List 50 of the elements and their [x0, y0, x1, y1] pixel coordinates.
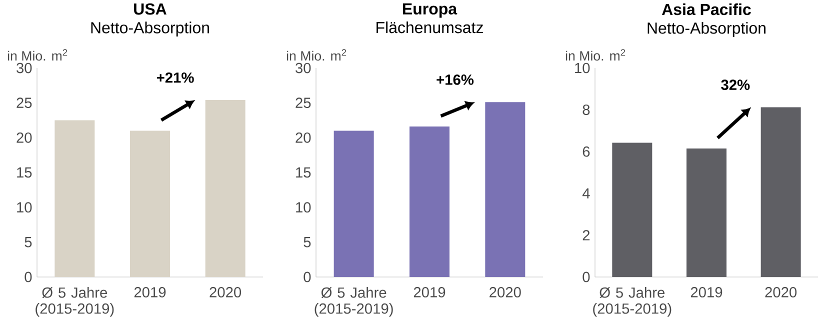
bar: [334, 130, 374, 277]
y-tick-label: 0: [304, 272, 311, 282]
annotation: +21%: [156, 72, 194, 83]
y-axis-title: in Mio. m$^{2}$: [286, 49, 346, 61]
chart-title: Asia Pacific: [662, 3, 751, 16]
y-tick-label: 20: [16, 132, 32, 143]
y-tick-label: 15: [296, 167, 311, 178]
chart-subtitle: Flächenumsatz: [376, 21, 483, 34]
bar: [205, 100, 246, 277]
bar: [760, 107, 801, 277]
y-tick-label: 0: [582, 272, 590, 282]
chart-subtitle: Netto-Absorption: [648, 22, 766, 37]
y-tick-label: 25: [296, 98, 311, 108]
y-tick-label: 8: [582, 104, 590, 115]
chart-title: USA: [134, 3, 166, 15]
chart-title: Europa: [403, 3, 458, 18]
y-tick-label: 30: [16, 62, 32, 74]
x-tick-label: 2019: [414, 287, 446, 298]
annotation: 32%: [721, 80, 750, 90]
y-tick-label: 20: [296, 132, 311, 143]
x-tick-label: 2020: [765, 287, 797, 298]
y-tick-label: 10: [17, 202, 32, 213]
y-tick-label: 4: [582, 188, 590, 198]
y-tick-label: 15: [17, 167, 32, 178]
y-tick-label: 6: [582, 146, 590, 157]
x-tick-label: Ø 5 Jahre (2015-2019): [36, 287, 114, 317]
y-tick-label: 25: [16, 98, 32, 108]
bar: [612, 142, 652, 277]
y-tick-label: 10: [575, 62, 590, 74]
x-tick-label: 2020: [490, 287, 521, 298]
x-tick-label: Ø 5 Jahre (2015-2019): [593, 287, 672, 317]
bar: [410, 126, 450, 277]
y-axis-title: in Mio. m$^{2}$: [8, 49, 68, 61]
y-axis-title: in Mio. m$^{2}$: [566, 49, 626, 61]
x-tick-label: 2019: [134, 287, 166, 298]
y-tick-label: 30: [296, 62, 311, 74]
x-tick-label: 2019: [690, 287, 722, 298]
y-tick-label: 5: [304, 237, 311, 248]
bar: [130, 130, 170, 277]
x-tick-label: Ø 5 Jahre (2015-2019): [314, 287, 393, 317]
chart-subtitle: Netto-Absorption: [91, 22, 209, 37]
x-tick-label: 2020: [210, 287, 242, 298]
y-tick-label: 0: [24, 272, 32, 282]
y-tick-label: 2: [582, 230, 590, 240]
bar: [686, 148, 726, 277]
annotation: +16%: [436, 74, 474, 85]
bar: [485, 102, 526, 277]
y-tick-label: 5: [24, 237, 32, 248]
y-tick-label: 10: [296, 202, 311, 213]
bar: [54, 120, 95, 277]
